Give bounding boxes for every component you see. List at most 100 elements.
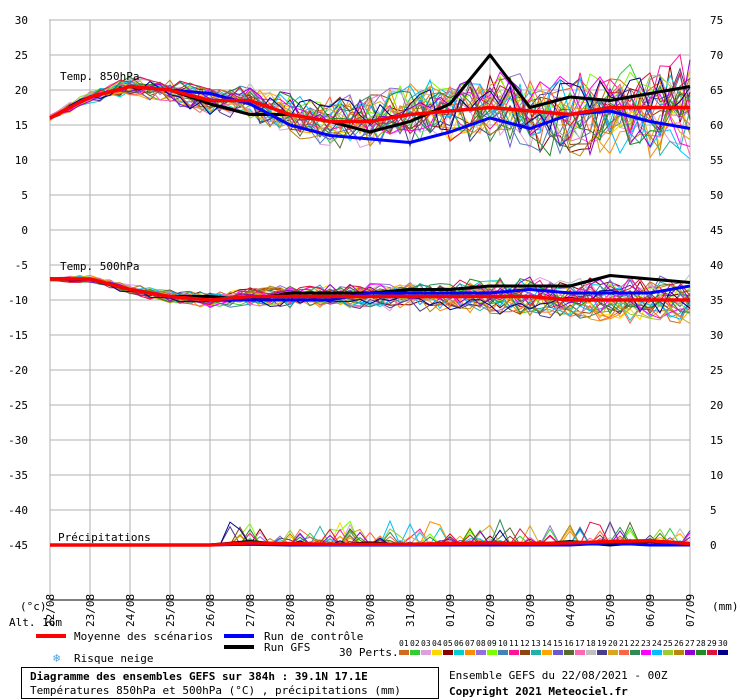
x-tick-label: 23/08 xyxy=(84,594,97,627)
right-unit-label: (mm) xyxy=(712,600,739,613)
copyright: Copyright 2021 Meteociel.fr xyxy=(449,685,628,698)
perturbation-line-850 xyxy=(49,59,691,157)
perturbation-line-850 xyxy=(49,75,691,132)
perturbation-swatch xyxy=(454,650,464,655)
left-tick-label: 30 xyxy=(15,14,28,27)
left-tick-label: -35 xyxy=(8,469,28,482)
perturbation-number: 13 xyxy=(531,639,541,648)
perturbation-line-500 xyxy=(49,277,691,318)
perturbation-number: 29 xyxy=(707,639,717,648)
perturbation-number: 23 xyxy=(641,639,651,648)
perturbation-number: 05 xyxy=(443,639,453,648)
grid xyxy=(49,19,691,600)
perturbation-swatch xyxy=(465,650,475,655)
left-tick-label: 10 xyxy=(15,154,28,167)
perturbation-swatch xyxy=(663,650,673,655)
perturbation-number: 02 xyxy=(410,639,420,648)
perturbation-swatch xyxy=(553,650,563,655)
perturbation-swatch xyxy=(630,650,640,655)
mean-legend-label: Moyenne des scénarios xyxy=(74,630,214,643)
left-tick-label: 0 xyxy=(21,224,28,237)
perturbation-number: 25 xyxy=(663,639,673,648)
perturbation-number: 06 xyxy=(454,639,464,648)
perturbation-swatch xyxy=(498,650,508,655)
perturbation-number: 18 xyxy=(586,639,596,648)
left-tick-label: 15 xyxy=(15,119,28,132)
right-tick-label: 0 xyxy=(710,539,717,552)
perturbations-label: 30 Perts. xyxy=(339,646,399,659)
main-series-lines xyxy=(49,53,691,547)
perturbation-number: 12 xyxy=(520,639,530,648)
x-tick-label: 25/08 xyxy=(164,594,177,627)
perturbation-number: 24 xyxy=(652,639,662,648)
control-legend-swatch xyxy=(224,634,254,638)
perturbation-number: 08 xyxy=(476,639,486,648)
x-tick-label: 30/08 xyxy=(364,594,377,627)
perturbation-swatch xyxy=(586,650,596,655)
perturbation-swatch xyxy=(432,650,442,655)
right-tick-label: 25 xyxy=(710,364,723,377)
perturbation-number: 22 xyxy=(630,639,640,648)
x-tick-label: 07/09 xyxy=(684,594,697,627)
x-tick-label: 29/08 xyxy=(324,594,337,627)
right-tick-label: 60 xyxy=(710,119,723,132)
x-tick-label: 05/09 xyxy=(604,594,617,627)
perturbation-swatch xyxy=(685,650,695,655)
run-info: Ensemble GEFS du 22/08/2021 - 00Z xyxy=(449,669,668,682)
x-tick-label: 01/09 xyxy=(444,594,457,627)
x-tick-label: 02/09 xyxy=(484,594,497,627)
panel-title: Précipitations xyxy=(58,531,151,544)
perturbation-swatch xyxy=(696,650,706,655)
info-subtitle: Températures 850hPa et 500hPa (°C) , pré… xyxy=(30,684,401,697)
control-legend-label: Run de contrôle xyxy=(264,630,364,643)
panel-title: Temp. 500hPa xyxy=(60,260,139,273)
perturbation-number: 14 xyxy=(542,639,552,648)
mean-line xyxy=(50,277,690,302)
x-tick-label: 03/09 xyxy=(524,594,537,627)
perturbation-number: 20 xyxy=(608,639,618,648)
perturbation-line-850 xyxy=(49,83,691,148)
x-tick-label: 06/09 xyxy=(644,594,657,627)
right-tick-label: 30 xyxy=(710,329,723,342)
perturbation-swatch xyxy=(421,650,431,655)
perturbation-line-500 xyxy=(49,276,691,320)
mean-legend-swatch xyxy=(36,634,66,638)
panel-title: Temp. 850hPa xyxy=(60,70,139,83)
mean-line xyxy=(49,84,690,124)
panel-labels: Temp. 850hPa Temp. 500hPa Précipitations xyxy=(58,70,151,544)
perturbation-swatch xyxy=(542,650,552,655)
right-tick-label: 35 xyxy=(710,294,723,307)
right-tick-label: 55 xyxy=(710,154,723,167)
left-tick-label: -40 xyxy=(8,504,28,517)
perturbation-number: 01 xyxy=(399,639,409,648)
perturbation-swatch xyxy=(652,650,662,655)
right-tick-label: 20 xyxy=(710,399,723,412)
perturbation-number: 03 xyxy=(421,639,431,648)
perturbation-swatch xyxy=(564,650,574,655)
perturbation-swatch xyxy=(531,650,541,655)
left-tick-label: 20 xyxy=(15,84,28,97)
perturbation-number: 10 xyxy=(498,639,508,648)
left-tick-label: -30 xyxy=(8,434,28,447)
perturbation-number: 04 xyxy=(432,639,442,648)
right-tick-label: 50 xyxy=(710,189,723,202)
x-tick-label: 28/08 xyxy=(284,594,297,627)
perturbation-swatch xyxy=(597,650,607,655)
perturbation-number: 28 xyxy=(696,639,706,648)
x-tick-label: 27/08 xyxy=(244,594,257,627)
altitude-label: Alt. 16m xyxy=(9,616,62,629)
perturbation-number: 21 xyxy=(619,639,629,648)
perturbation-swatch xyxy=(674,650,684,655)
perturbation-swatch xyxy=(520,650,530,655)
perturbation-number: 07 xyxy=(465,639,475,648)
right-tick-label: 70 xyxy=(710,49,723,62)
perturbation-swatch xyxy=(707,650,717,655)
perturbation-swatch xyxy=(410,650,420,655)
left-axis: 30 25 20 15 10 5 0 -5 -10 -15 -20 -25 -30 -35 -40 -45 xyxy=(8,14,28,552)
perturbation-number: 26 xyxy=(674,639,684,648)
perturbation-swatch xyxy=(608,650,618,655)
perturbation-line-850 xyxy=(49,76,691,160)
left-tick-label: -25 xyxy=(8,399,28,412)
info-box: Diagramme des ensembles GEFS sur 384h : … xyxy=(21,667,439,699)
